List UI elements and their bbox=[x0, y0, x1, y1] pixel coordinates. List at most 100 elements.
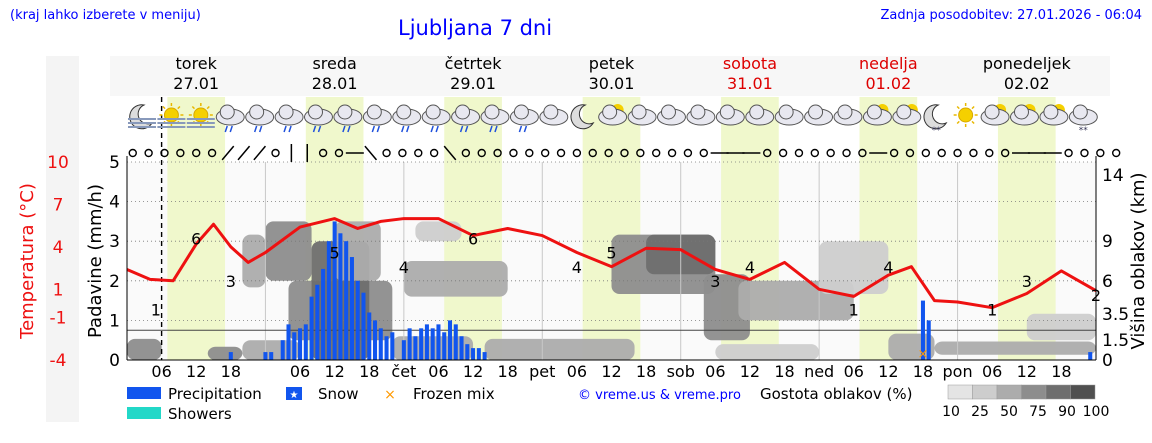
calm-wind-icon bbox=[525, 148, 534, 158]
cloud-puff bbox=[1043, 104, 1059, 120]
x-tick-label: sob bbox=[667, 362, 695, 381]
precip-bar bbox=[315, 284, 320, 360]
precip-bar bbox=[228, 352, 233, 360]
day-date: 27.01 bbox=[173, 74, 219, 93]
sun-ray bbox=[177, 105, 181, 110]
calm-wind-icon bbox=[985, 148, 994, 158]
cloud-patch bbox=[207, 346, 243, 360]
calm-wind-icon bbox=[1064, 148, 1073, 158]
precip-bar bbox=[430, 328, 435, 360]
sun-icon bbox=[186, 103, 215, 128]
x-tick-label: pet bbox=[529, 362, 555, 381]
snow-flake: ** bbox=[932, 126, 942, 136]
rain-drop bbox=[224, 125, 228, 133]
precip-bar bbox=[401, 340, 406, 360]
temp-tick-label: 10 bbox=[47, 153, 69, 173]
cloud-puff bbox=[543, 104, 559, 120]
precip-bar bbox=[442, 332, 447, 360]
legend: Precipitation Showers ★ Snow × Frozen mix Gost… bbox=[127, 384, 1110, 423]
calm-wind-icon bbox=[810, 148, 820, 158]
rain-drop bbox=[518, 125, 523, 133]
wind-barb-icon bbox=[253, 145, 267, 161]
credit-link[interactable]: © vreme.us & vreme.pro bbox=[578, 388, 741, 403]
temp-tick-label: -1 bbox=[50, 309, 67, 329]
calm-wind-icon bbox=[620, 148, 629, 158]
legend-snow-label: Snow bbox=[318, 385, 358, 403]
cloud-icon bbox=[539, 104, 569, 126]
cloud-puff bbox=[425, 104, 441, 120]
precip-tick-label: 4 bbox=[109, 193, 120, 213]
day-name: četrtek bbox=[445, 54, 503, 73]
x-tick-label: 18 bbox=[359, 362, 379, 381]
x-tick-label: 06 bbox=[844, 362, 864, 381]
calm-wind-icon bbox=[1111, 148, 1121, 158]
x-tick-label: 12 bbox=[740, 362, 760, 381]
precip-bar bbox=[390, 332, 395, 360]
calm-wind-icon bbox=[461, 148, 471, 158]
rain-drop bbox=[435, 125, 439, 133]
rain-drop bbox=[288, 125, 292, 133]
cloud-puff bbox=[219, 104, 235, 120]
calm-wind-icon bbox=[192, 148, 201, 158]
moon-shape bbox=[129, 104, 154, 130]
page-title: Ljubljana 7 dni bbox=[398, 16, 553, 40]
precipitation-bars: × bbox=[228, 221, 1093, 362]
location-hint-link[interactable]: (kraj lahko izberete v meniju) bbox=[10, 8, 201, 23]
day-name: ponedeljek bbox=[983, 54, 1072, 73]
x-tick-label: 12 bbox=[601, 362, 621, 381]
density-step-label: 100 bbox=[1083, 404, 1110, 420]
rain-drop bbox=[253, 125, 258, 133]
precip-bar bbox=[384, 336, 389, 360]
temperature-label: 1 bbox=[849, 300, 859, 319]
temp-tick-label: 7 bbox=[53, 195, 64, 215]
density-step-label: 10 bbox=[942, 404, 960, 420]
left-axis-panel bbox=[46, 56, 79, 422]
calm-wind-icon bbox=[144, 148, 153, 158]
calm-wind-icon bbox=[604, 148, 613, 158]
cloud-rain-icon bbox=[245, 104, 275, 133]
legend-density-label: Gostota oblakov (%) bbox=[760, 385, 913, 403]
cloud-rain-icon bbox=[421, 104, 451, 133]
day-name: petek bbox=[589, 54, 635, 73]
cloud-rain-icon bbox=[451, 104, 481, 133]
density-swatch bbox=[1070, 384, 1096, 400]
x-tick-label: 18 bbox=[221, 362, 241, 381]
x-tick-label: ned bbox=[804, 362, 834, 381]
cloud-puff bbox=[484, 104, 500, 120]
calm-wind-icon bbox=[334, 148, 344, 158]
cloud-puff bbox=[1072, 104, 1088, 120]
precip-bar bbox=[303, 324, 308, 360]
moon-icon bbox=[127, 104, 156, 130]
precip-bar bbox=[419, 328, 424, 360]
x-tick-label: 06 bbox=[705, 362, 725, 381]
cloud-puff bbox=[984, 104, 1000, 120]
sun-cloud-icon bbox=[862, 104, 892, 126]
calm-wind-icon bbox=[953, 148, 962, 158]
x-tick-label: pon bbox=[943, 362, 973, 381]
legend-precip-label: Precipitation bbox=[168, 385, 262, 403]
calm-wind-icon bbox=[318, 148, 328, 158]
precip-bar bbox=[298, 328, 303, 360]
cloud-rain-icon bbox=[303, 104, 333, 133]
legend-showers-label: Showers bbox=[168, 405, 232, 423]
x-tick-label: 06 bbox=[428, 362, 448, 381]
calm-wind-icon bbox=[778, 148, 788, 158]
precip-bar bbox=[349, 257, 354, 360]
cloud-puff bbox=[896, 104, 912, 120]
sun-cloud-icon bbox=[892, 104, 922, 126]
cloud-puff bbox=[690, 104, 706, 120]
precip-bar bbox=[378, 328, 383, 360]
x-tick-label: 12 bbox=[878, 362, 898, 381]
last-updated: Zadnja posodobitev: 27.01.2026 - 06:04 bbox=[880, 8, 1142, 23]
temperature-label: 4 bbox=[399, 258, 409, 277]
cloud-tick-label: 1.5 bbox=[1102, 331, 1129, 351]
cloud-patch bbox=[484, 338, 635, 360]
cloud-icon bbox=[833, 104, 863, 126]
calm-wind-icon bbox=[493, 148, 502, 158]
frozen-mix-marker: × bbox=[918, 347, 929, 362]
precip-bar bbox=[269, 352, 274, 360]
calm-wind-icon bbox=[176, 148, 185, 158]
cloud-patch bbox=[242, 340, 301, 360]
cloud-puff bbox=[719, 104, 735, 120]
